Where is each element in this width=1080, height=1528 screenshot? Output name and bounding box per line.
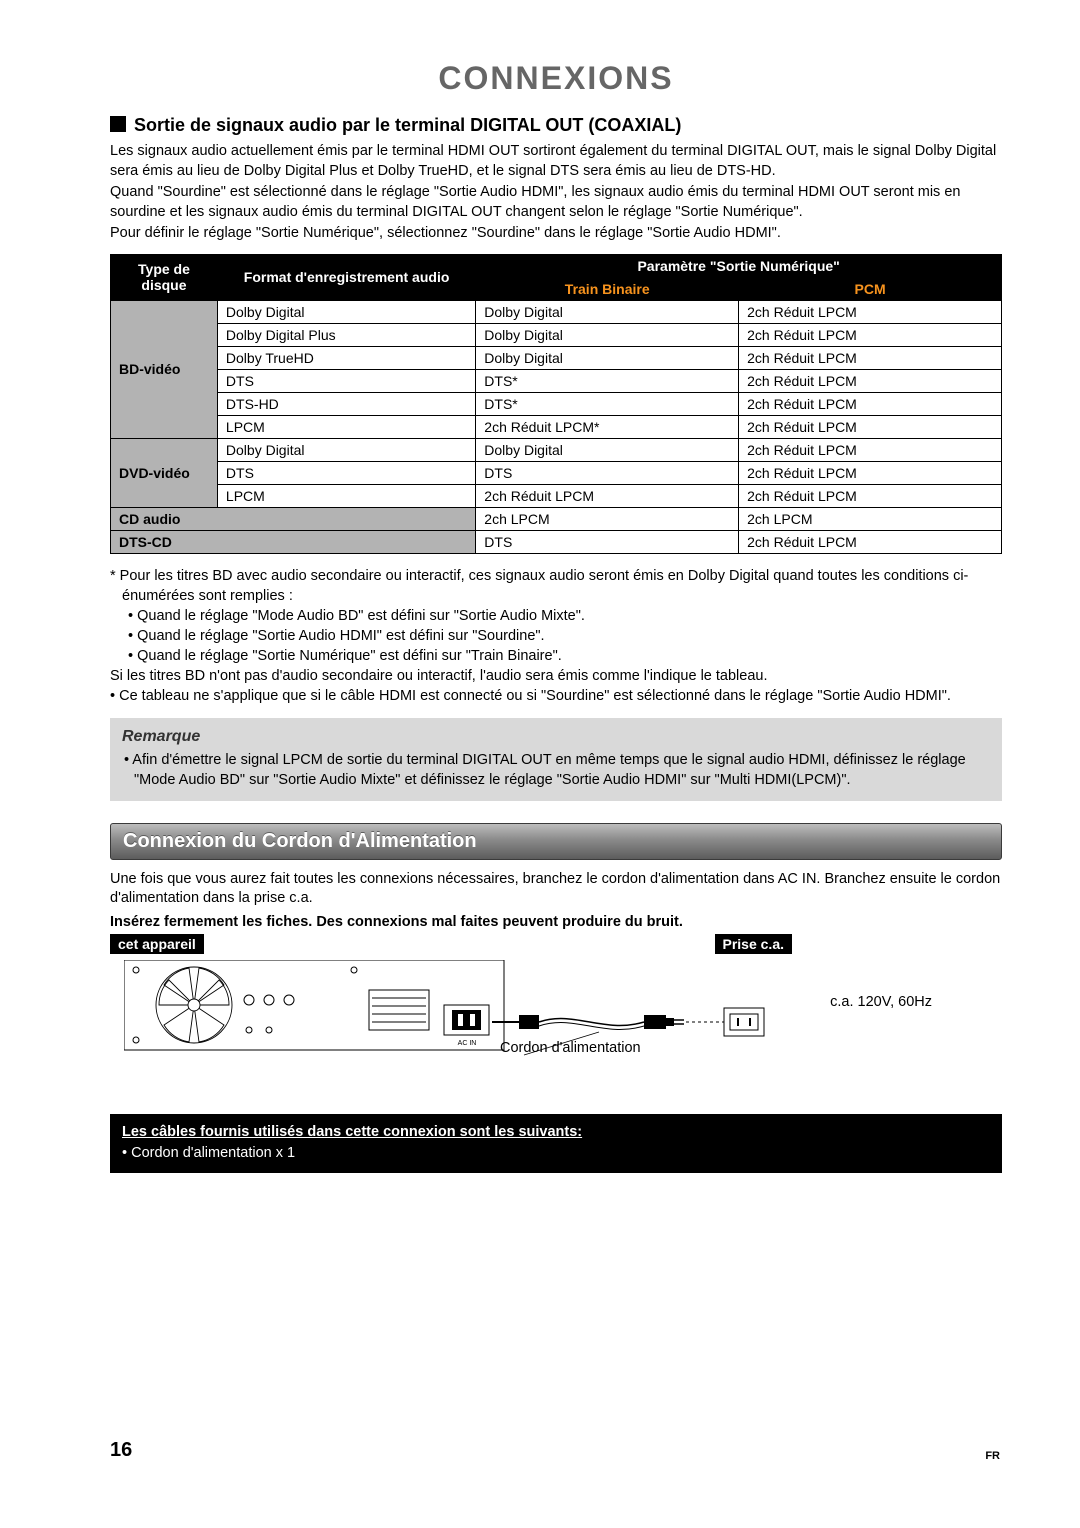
table-cell: 2ch Réduit LPCM [476,484,739,507]
remark-title: Remarque [122,726,990,748]
table-cell: LPCM [217,415,475,438]
table-cell: Dolby Digital Plus [217,323,475,346]
table-row: DTS-HDDTS*2ch Réduit LPCM [111,392,1002,415]
table-row: BD-vidéoDolby DigitalDolby Digital2ch Ré… [111,300,1002,323]
power-p2: Insérez fermement les fiches. Des connex… [110,913,1002,933]
page-title: CONNEXIONS [110,60,1002,97]
table-cell: 2ch Réduit LPCM [739,461,1002,484]
table-cell: DTS [476,461,739,484]
footnote-after1: Si les titres BD n'ont pas d'audio secon… [110,666,1002,686]
table-cell: 2ch Réduit LPCM [739,346,1002,369]
disc-type-cell: BD-vidéo [111,300,218,438]
disc-type-cell: DVD-vidéo [111,438,218,507]
footnote-star: * Pour les titres BD avec audio secondai… [110,566,1002,606]
th-pcm: PCM [739,277,1002,300]
remark-box: Remarque • Afin d'émettre le signal LPCM… [110,718,1002,801]
table-row: DTS-CDDTS2ch Réduit LPCM [111,530,1002,553]
table-cell: DTS* [476,392,739,415]
table-cell: Dolby Digital [217,300,475,323]
th-disc: Type de disque [111,254,218,300]
table-cell: 2ch Réduit LPCM [739,438,1002,461]
cable-head: Les câbles fournis utilisés dans cette c… [122,1122,990,1142]
th-bin: Train Binaire [476,277,739,300]
disc-type-cell: DTS-CD [111,530,476,553]
table-row: DVD-vidéoDolby DigitalDolby Digital2ch R… [111,438,1002,461]
table-cell: Dolby Digital [217,438,475,461]
intro-block: Les signaux audio actuellement émis par … [110,142,1002,244]
table-cell: 2ch LPCM [739,507,1002,530]
page-number: 16 [110,1439,132,1462]
table-cell: 2ch Réduit LPCM [739,323,1002,346]
table-cell: 2ch Réduit LPCM* [476,415,739,438]
table-row: DTSDTS2ch Réduit LPCM [111,461,1002,484]
power-diagram-svg: AC IN [124,960,984,1090]
disc-type-cell: CD audio [111,507,476,530]
table-cell: Dolby Digital [476,300,739,323]
th-param: Paramètre "Sortie Numérique" [476,254,1002,277]
table-row: LPCM2ch Réduit LPCM*2ch Réduit LPCM [111,415,1002,438]
table-cell: 2ch Réduit LPCM [739,369,1002,392]
table-row: DTSDTS*2ch Réduit LPCM [111,369,1002,392]
page: CONNEXIONS Sortie de signaux audio par l… [0,0,1080,1528]
table-cell: Dolby Digital [476,323,739,346]
table-cell: 2ch LPCM [476,507,739,530]
tag-device: cet appareil [110,934,204,954]
svg-text:AC IN: AC IN [458,1040,477,1047]
audio-output-table: Type de disque Format d'enregistrement a… [110,254,1002,554]
table-cell: 2ch Réduit LPCM [739,415,1002,438]
intro-p1: Les signaux audio actuellement émis par … [110,142,1002,181]
power-diagram: cet appareil Prise c.a. c.a. 120V, 60Hz … [110,934,1002,1104]
section-heading-text: Sortie de signaux audio par le terminal … [134,115,681,135]
table-cell: Dolby Digital [476,346,739,369]
table-row: Dolby Digital PlusDolby Digital2ch Rédui… [111,323,1002,346]
table-cell: DTS [217,369,475,392]
table-cell: 2ch Réduit LPCM [739,530,1002,553]
remark-text: • Afin d'émettre le signal LPCM de sorti… [122,751,990,790]
tag-outlet: Prise c.a. [715,934,793,954]
table-cell: Dolby TrueHD [217,346,475,369]
footnote-after2: • Ce tableau ne s'applique que si le câb… [110,686,1002,706]
table-cell: LPCM [217,484,475,507]
table-row: Dolby TrueHDDolby Digital2ch Réduit LPCM [111,346,1002,369]
cable-supplied-box: Les câbles fournis utilisés dans cette c… [110,1114,1002,1173]
cable-item: • Cordon d'alimentation x 1 [122,1143,990,1163]
table-cell: Dolby Digital [476,438,739,461]
section-bar-power: Connexion du Cordon d'Alimentation [110,823,1002,860]
table-cell: DTS [217,461,475,484]
table-cell: DTS* [476,369,739,392]
table-cell: DTS [476,530,739,553]
intro-p3: Pour définir le réglage "Sortie Numériqu… [110,224,1002,244]
table-cell: DTS-HD [217,392,475,415]
table-cell: 2ch Réduit LPCM [739,484,1002,507]
language-code: FR [985,1450,1000,1462]
footnote-b2: • Quand le réglage "Sortie Audio HDMI" e… [110,626,1002,646]
footnote-b1: • Quand le réglage "Mode Audio BD" est d… [110,606,1002,626]
table-row: LPCM2ch Réduit LPCM2ch Réduit LPCM [111,484,1002,507]
intro-p2: Quand "Sourdine" est sélectionné dans le… [110,183,1002,222]
square-bullet-icon [110,116,126,132]
table-row: CD audio2ch LPCM2ch LPCM [111,507,1002,530]
section-heading: Sortie de signaux audio par le terminal … [110,115,1002,136]
table-cell: 2ch Réduit LPCM [739,300,1002,323]
footnotes: * Pour les titres BD avec audio secondai… [110,566,1002,706]
footnote-b3: • Quand le réglage "Sortie Numérique" es… [110,646,1002,666]
power-p1: Une fois que vous aurez fait toutes les … [110,870,1002,909]
table-cell: 2ch Réduit LPCM [739,392,1002,415]
th-format: Format d'enregistrement audio [217,254,475,300]
